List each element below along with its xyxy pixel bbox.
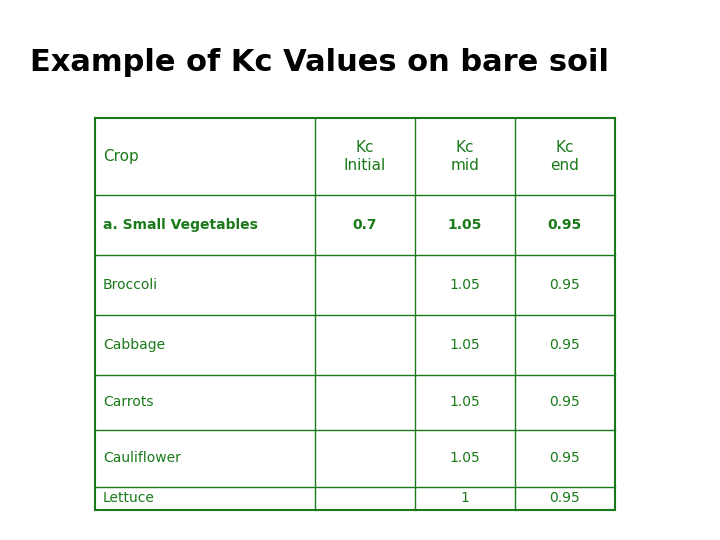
Text: 1.05: 1.05 [449, 338, 480, 352]
Text: 0.95: 0.95 [549, 491, 580, 505]
Text: 0.95: 0.95 [549, 451, 580, 465]
Text: Example of Kc Values on bare soil: Example of Kc Values on bare soil [30, 48, 609, 77]
Text: Kc
Initial: Kc Initial [344, 140, 386, 173]
Text: Kc
end: Kc end [551, 140, 580, 173]
Text: Crop: Crop [103, 149, 139, 164]
Text: 0.95: 0.95 [549, 338, 580, 352]
Text: 1.05: 1.05 [449, 395, 480, 409]
Text: a. Small Vegetables: a. Small Vegetables [103, 218, 258, 232]
Text: 0.95: 0.95 [549, 395, 580, 409]
Text: Carrots: Carrots [103, 395, 153, 409]
Text: 0.7: 0.7 [353, 218, 377, 232]
Text: 0.95: 0.95 [548, 218, 582, 232]
Text: Kc
mid: Kc mid [451, 140, 480, 173]
Text: 1.05: 1.05 [449, 451, 480, 465]
Text: 1: 1 [461, 491, 469, 505]
Text: 1.05: 1.05 [449, 278, 480, 292]
Text: Broccoli: Broccoli [103, 278, 158, 292]
Text: 0.95: 0.95 [549, 278, 580, 292]
Text: 1.05: 1.05 [448, 218, 482, 232]
Text: Cabbage: Cabbage [103, 338, 165, 352]
Text: Cauliflower: Cauliflower [103, 451, 181, 465]
Text: Lettuce: Lettuce [103, 491, 155, 505]
